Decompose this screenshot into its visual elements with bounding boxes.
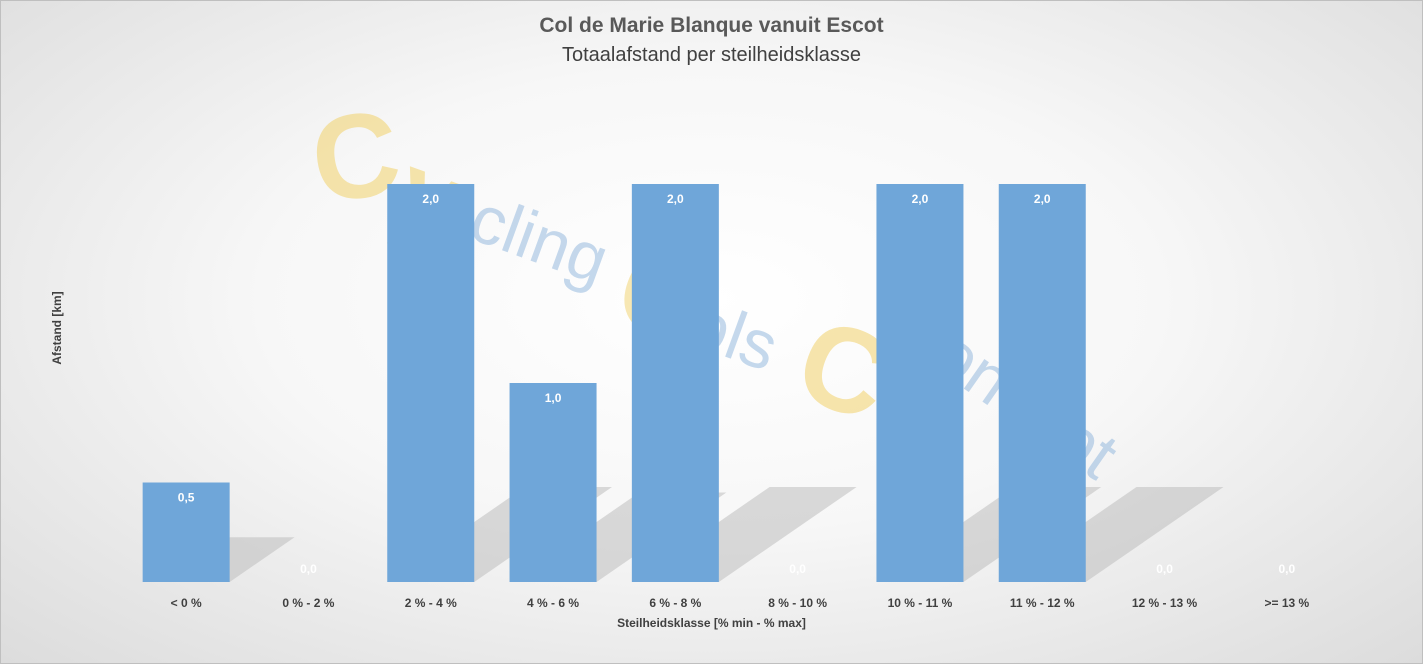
x-tick-label: 12 % - 13 %: [1132, 596, 1198, 610]
bar: [631, 184, 719, 582]
data-label: 0,5: [178, 491, 195, 505]
bar: [142, 482, 230, 582]
x-tick-label: 11 % - 12 %: [1010, 596, 1075, 610]
data-label: 2,0: [422, 192, 439, 206]
data-label: 0,0: [300, 562, 317, 576]
x-tick-label: 10 % - 11 %: [888, 596, 953, 610]
x-tick-label: 8 % - 10 %: [768, 596, 827, 610]
x-tick-label: 0 % - 2 %: [282, 596, 334, 610]
data-label: 0,0: [789, 562, 806, 576]
y-axis-label: Afstand [km]: [50, 291, 64, 365]
x-tick-label: 4 % - 6 %: [527, 596, 579, 610]
data-label: 2,0: [1034, 192, 1051, 206]
data-label: 0,0: [1156, 562, 1173, 576]
data-label: 2,0: [667, 192, 684, 206]
data-label: 0,0: [1279, 562, 1296, 576]
x-axis-label: Steilheidsklasse [% min - % max]: [617, 616, 806, 630]
chart-subtitle: Totaalafstand per steilheidsklasse: [561, 44, 862, 66]
data-labels: 0,5 0,0 2,0 1,0 2,0 0,0 2,0 2,0 0,0 0,0: [178, 192, 1296, 576]
watermark-word-cling: cling: [461, 180, 618, 299]
data-label: 1,0: [545, 391, 562, 405]
x-tick-label: < 0 %: [171, 596, 202, 610]
bar: [509, 383, 597, 582]
chart-title: Col de Marie Blanque vanuit Escot: [539, 14, 884, 37]
x-tick-label: 6 % - 8 %: [649, 596, 701, 610]
x-tick-label: >= 13 %: [1264, 596, 1309, 610]
x-tick-labels: < 0 % 0 % - 2 % 2 % - 4 % 4 % - 6 % 6 % - 8 …: [171, 596, 1310, 610]
bar: [876, 184, 964, 582]
x-tick-label: 2 % - 4 %: [405, 596, 457, 610]
bar: [998, 184, 1086, 582]
bars: [142, 184, 1086, 582]
bar: [387, 184, 475, 582]
data-label: 2,0: [912, 192, 929, 206]
